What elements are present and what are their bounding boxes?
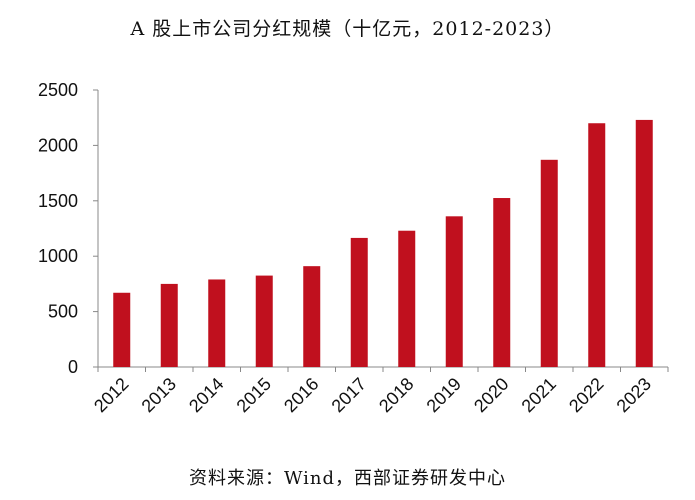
bar-2014 bbox=[208, 279, 226, 367]
x-tick-label: 2014 bbox=[185, 374, 227, 416]
y-tick-label: 2500 bbox=[38, 80, 78, 100]
x-tick-label: 2015 bbox=[233, 374, 275, 416]
y-tick-label: 1500 bbox=[38, 191, 78, 211]
x-tick-label: 2012 bbox=[90, 374, 132, 416]
x-tick-label: 2020 bbox=[470, 374, 512, 416]
bar-2018 bbox=[398, 230, 416, 367]
y-tick-label: 0 bbox=[68, 357, 78, 377]
x-tick-label: 2023 bbox=[613, 374, 655, 416]
x-tick-label: 2016 bbox=[280, 374, 322, 416]
source-note: 资料来源：Wind，西部证券研发中心 bbox=[188, 468, 507, 489]
x-tick-label: 2022 bbox=[565, 374, 607, 416]
chart-title: A 股上市公司分红规模（十亿元，2012-2023） bbox=[130, 18, 565, 40]
y-tick-label: 2000 bbox=[38, 135, 78, 155]
bar-2012 bbox=[113, 292, 131, 367]
bar-2022 bbox=[588, 123, 606, 368]
x-tick-label: 2018 bbox=[375, 374, 417, 416]
x-tick-label: 2019 bbox=[423, 374, 465, 416]
bar-2023 bbox=[635, 119, 653, 367]
bar-2019 bbox=[445, 216, 463, 367]
bar-2016 bbox=[303, 266, 321, 367]
bar-2021 bbox=[540, 159, 558, 367]
y-tick-label: 1000 bbox=[38, 246, 78, 266]
bar-2015 bbox=[255, 275, 273, 367]
x-tick-label: 2017 bbox=[328, 374, 370, 416]
bar-2013 bbox=[160, 283, 178, 367]
bar-2020 bbox=[493, 198, 511, 367]
bar-2017 bbox=[350, 237, 368, 367]
x-tick-label: 2013 bbox=[138, 374, 180, 416]
y-tick-label: 500 bbox=[48, 302, 78, 322]
x-tick-label: 2021 bbox=[518, 374, 560, 416]
bars bbox=[113, 119, 653, 368]
x-axis: 2012 2013 2014 2015 2016 2017 2018 2019 2020 2021… bbox=[90, 366, 669, 416]
y-axis: 0 500 1000 1500 2000 2500 bbox=[38, 80, 99, 377]
